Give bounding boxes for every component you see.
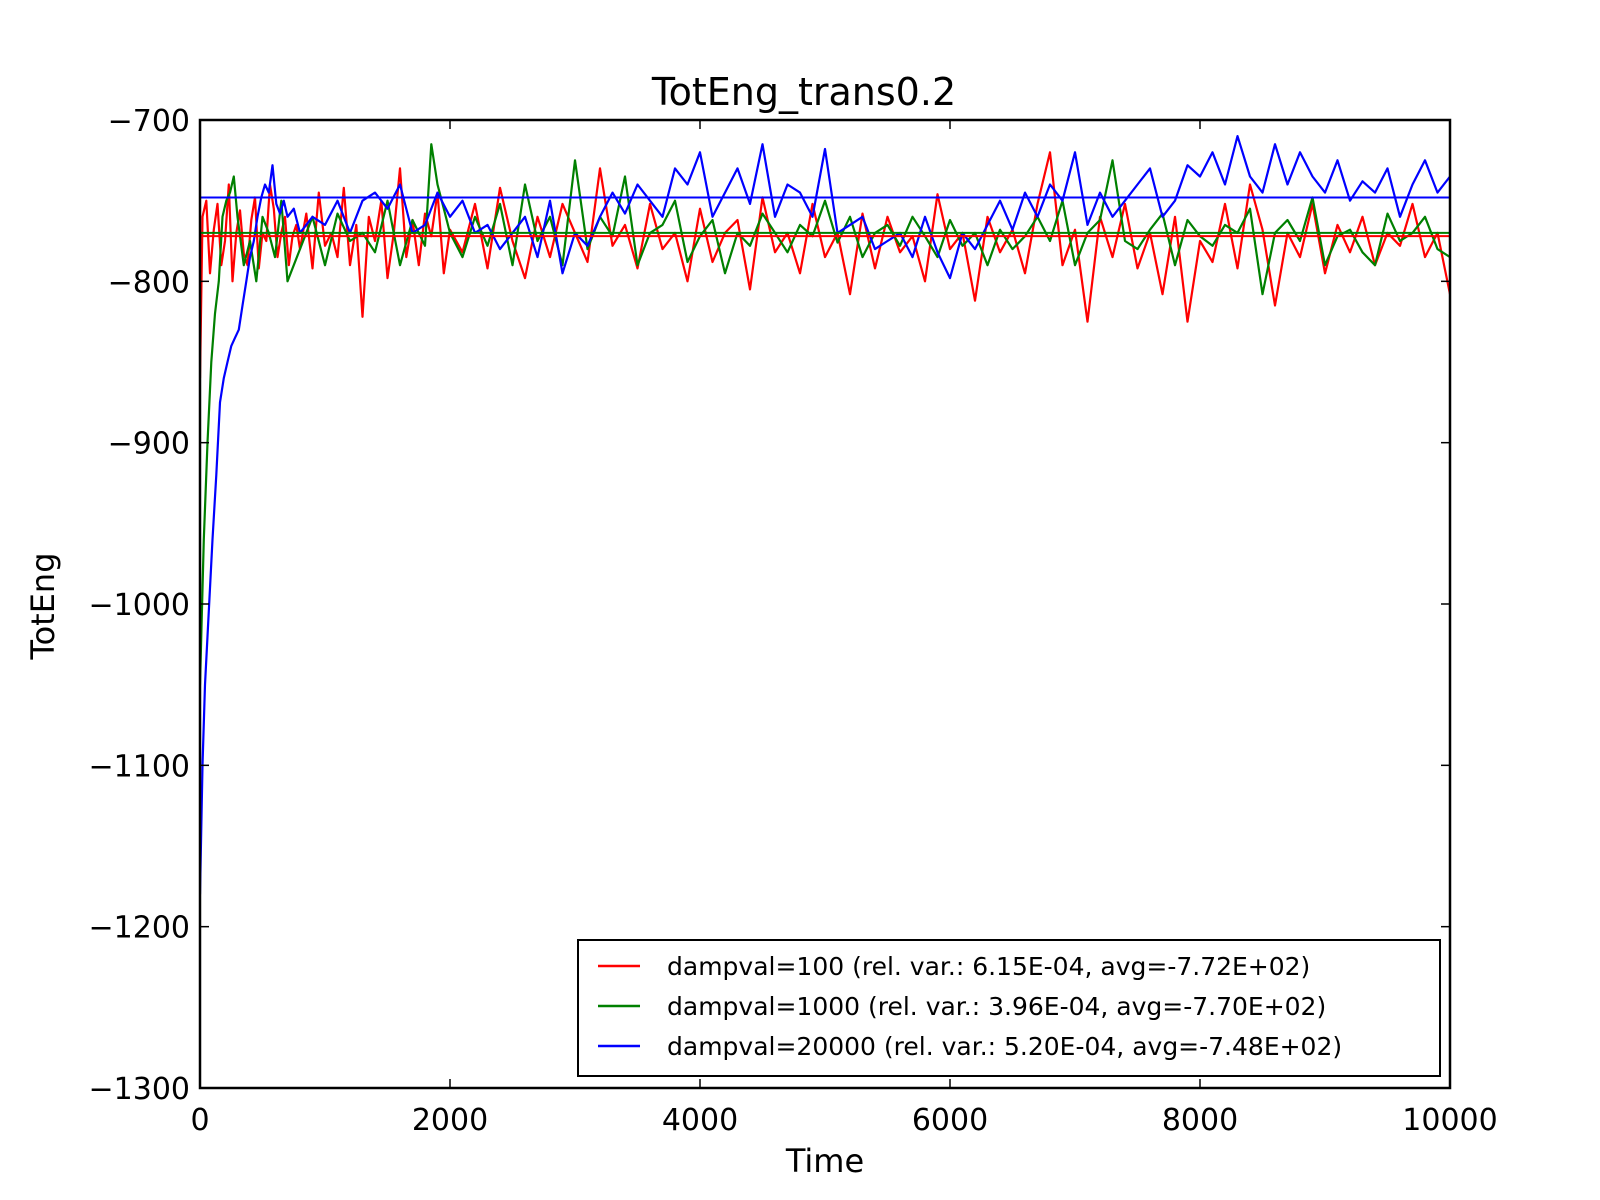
legend-label-2: dampval=1000 (rel. var.: 3.96E-04, avg=-… xyxy=(667,992,1326,1021)
legend: dampval=100 (rel. var.: 6.15E-04, avg=-7… xyxy=(577,939,1441,1077)
y-tick-label: −1000 xyxy=(89,588,190,623)
legend-label-1: dampval=100 (rel. var.: 6.15E-04, avg=-7… xyxy=(667,952,1310,981)
y-tick-label: −800 xyxy=(108,265,190,300)
series-line-3 xyxy=(200,135,1450,895)
y-axis: −700 −800 −900 −1000 −1100 −1200 −1300 xyxy=(89,104,1450,1107)
x-tick-label: 6000 xyxy=(912,1103,988,1138)
y-tick-label: −700 xyxy=(108,104,190,139)
x-axis-label: Time xyxy=(785,1142,864,1180)
x-tick-label: 4000 xyxy=(662,1103,738,1138)
x-tick-label: 2000 xyxy=(412,1103,488,1138)
x-axis: 0 2000 4000 6000 8000 10000 xyxy=(190,120,1498,1138)
x-tick-label: 10000 xyxy=(1402,1103,1497,1138)
series-line-2 xyxy=(200,143,1450,685)
y-tick-label: −1300 xyxy=(89,1072,190,1107)
chart-title: TotEng_trans0.2 xyxy=(651,70,956,114)
legend-label-3: dampval=20000 (rel. var.: 5.20E-04, avg=… xyxy=(667,1032,1342,1061)
y-tick-label: −1200 xyxy=(89,911,190,946)
plot-area xyxy=(200,135,1450,895)
y-tick-label: −900 xyxy=(108,427,190,462)
y-tick-label: −1100 xyxy=(89,749,190,784)
x-tick-label: 0 xyxy=(190,1103,209,1138)
x-tick-label: 8000 xyxy=(1162,1103,1238,1138)
legend-box xyxy=(577,939,1441,1077)
y-axis-label: TotEng xyxy=(24,552,62,660)
